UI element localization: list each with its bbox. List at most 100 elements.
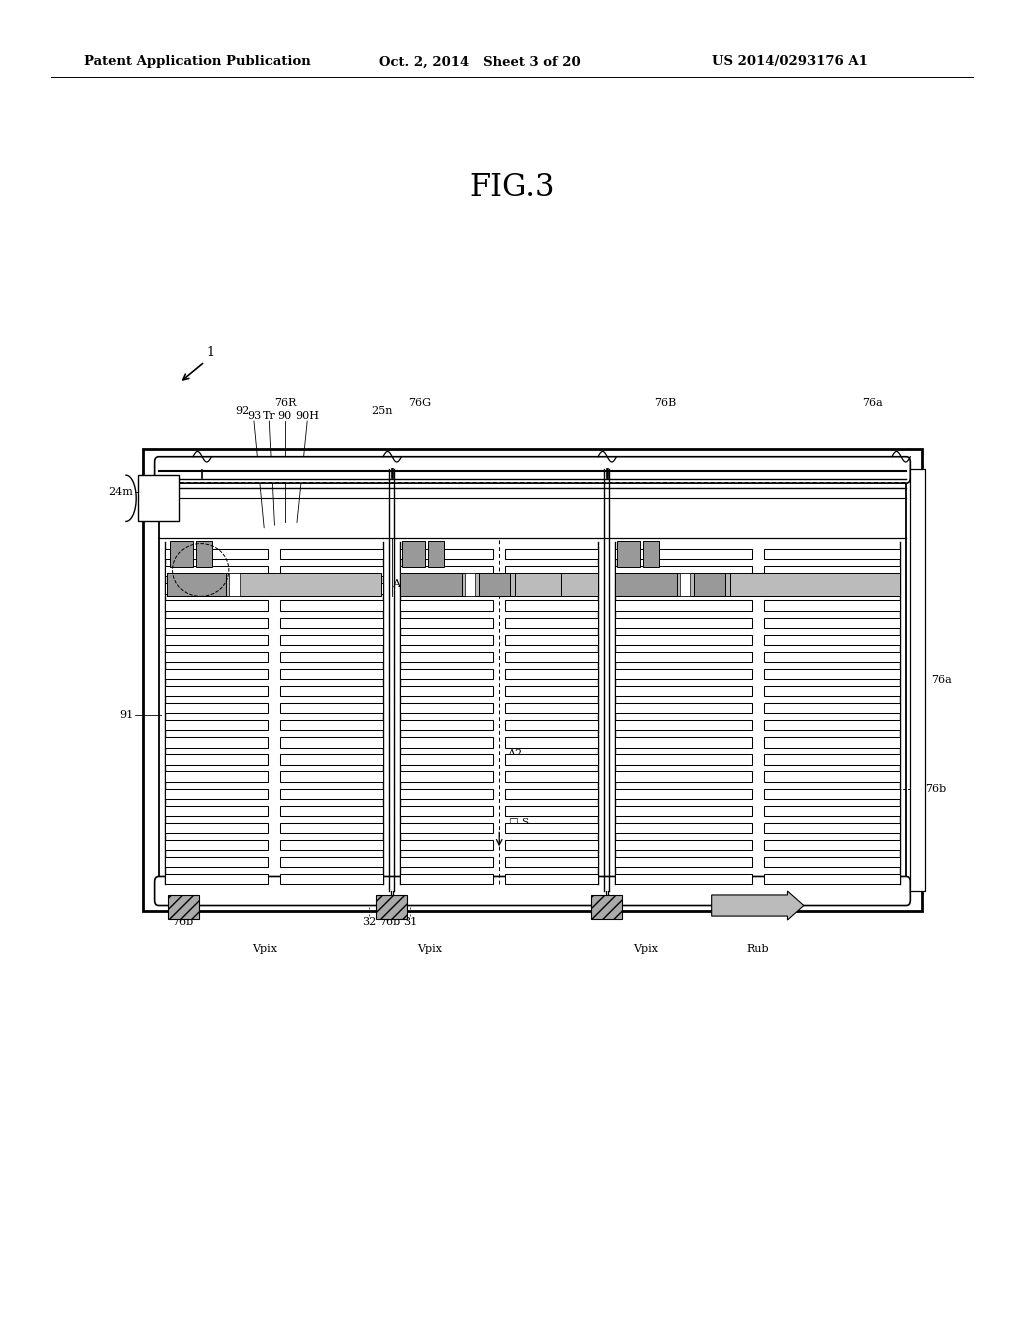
Bar xyxy=(615,669,752,678)
Text: 76b: 76b xyxy=(379,917,400,928)
Bar xyxy=(592,895,623,919)
Bar xyxy=(281,583,383,594)
Bar xyxy=(506,840,598,850)
Bar xyxy=(764,788,900,799)
Bar xyxy=(400,652,494,663)
Bar xyxy=(615,601,752,611)
Bar xyxy=(506,788,598,799)
Bar xyxy=(615,566,752,577)
Bar xyxy=(400,822,494,833)
Bar xyxy=(643,541,659,568)
Text: 92: 92 xyxy=(236,405,250,416)
Bar xyxy=(281,635,383,645)
Bar xyxy=(506,704,598,713)
Bar xyxy=(400,573,598,597)
Bar xyxy=(680,573,690,597)
Bar xyxy=(400,771,494,781)
Bar xyxy=(281,618,383,628)
Bar xyxy=(506,652,598,663)
Bar xyxy=(506,721,598,730)
Text: 76b: 76b xyxy=(925,784,946,793)
Bar xyxy=(400,686,494,696)
Bar xyxy=(138,475,179,521)
Bar xyxy=(515,573,561,597)
Bar xyxy=(400,583,494,594)
Text: 1: 1 xyxy=(207,346,215,359)
Bar xyxy=(764,669,900,678)
Text: Oct. 2, 2014   Sheet 3 of 20: Oct. 2, 2014 Sheet 3 of 20 xyxy=(379,55,581,69)
Bar xyxy=(506,822,598,833)
Bar xyxy=(281,704,383,713)
Bar xyxy=(764,549,900,560)
Bar xyxy=(506,857,598,867)
Bar xyxy=(377,895,407,919)
Bar xyxy=(615,805,752,816)
Bar xyxy=(281,805,383,816)
Bar xyxy=(281,566,383,577)
Bar xyxy=(400,788,494,799)
Bar xyxy=(281,549,383,560)
Bar xyxy=(165,788,268,799)
Bar xyxy=(615,652,752,663)
Bar xyxy=(764,686,900,696)
Bar xyxy=(400,805,494,816)
Bar xyxy=(400,573,462,597)
Bar xyxy=(506,874,598,884)
Bar xyxy=(402,541,425,568)
Text: 93: 93 xyxy=(247,411,261,421)
Bar xyxy=(764,822,900,833)
Text: 25n: 25n xyxy=(372,405,392,416)
Bar xyxy=(165,857,268,867)
Text: Vpix: Vpix xyxy=(252,944,276,954)
FancyArrow shape xyxy=(712,891,804,920)
Text: 76b: 76b xyxy=(172,917,193,928)
Bar xyxy=(764,635,900,645)
Bar xyxy=(281,721,383,730)
Bar xyxy=(165,874,268,884)
Bar xyxy=(764,805,900,816)
Bar xyxy=(400,857,494,867)
Bar xyxy=(764,771,900,781)
Bar xyxy=(165,822,268,833)
Bar xyxy=(400,721,494,730)
Text: 32: 32 xyxy=(362,917,376,928)
Bar xyxy=(506,755,598,764)
Bar xyxy=(506,566,598,577)
Bar xyxy=(615,549,752,560)
Bar xyxy=(170,541,193,568)
Bar xyxy=(694,573,725,597)
Bar xyxy=(165,738,268,747)
Bar xyxy=(165,721,268,730)
Bar xyxy=(159,469,906,891)
Bar xyxy=(506,805,598,816)
Bar xyxy=(167,573,226,597)
Text: Rub: Rub xyxy=(746,944,769,954)
Bar xyxy=(615,618,752,628)
Bar xyxy=(428,541,444,568)
Bar xyxy=(764,566,900,577)
Bar xyxy=(281,788,383,799)
Bar xyxy=(165,805,268,816)
Text: Patent Application Publication: Patent Application Publication xyxy=(84,55,310,69)
Bar xyxy=(165,618,268,628)
Bar xyxy=(764,618,900,628)
Bar xyxy=(764,738,900,747)
Text: 31: 31 xyxy=(403,917,417,928)
Bar xyxy=(506,635,598,645)
Bar xyxy=(615,788,752,799)
Bar xyxy=(165,686,268,696)
Bar xyxy=(400,549,494,560)
Bar xyxy=(168,895,199,919)
Bar xyxy=(506,686,598,696)
Bar xyxy=(143,449,922,911)
Text: □ S: □ S xyxy=(510,818,529,828)
Bar xyxy=(506,583,598,594)
Bar xyxy=(764,601,900,611)
Bar xyxy=(165,840,268,850)
Bar xyxy=(281,669,383,678)
Bar xyxy=(764,874,900,884)
Bar xyxy=(400,618,494,628)
Bar xyxy=(615,721,752,730)
Bar xyxy=(196,541,212,568)
FancyBboxPatch shape xyxy=(155,457,910,483)
